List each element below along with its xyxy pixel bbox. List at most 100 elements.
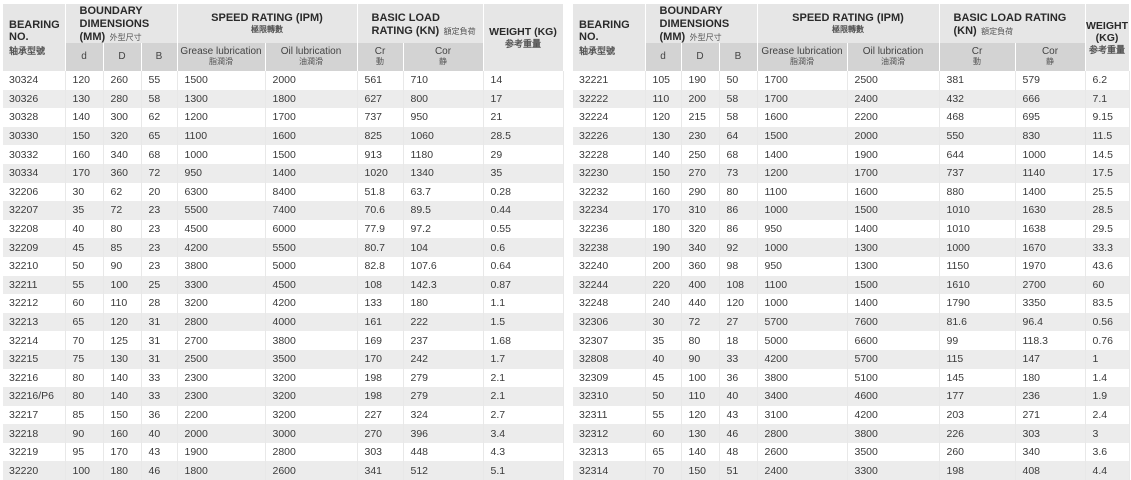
d-cell: 80 [65,368,104,388]
grease-speed-cell: 2400 [757,461,848,480]
table-row: 32219 95 170 43 1900 2800 303 448 4.3 [3,442,564,462]
bearing-no-cell: 32216/P6 [3,387,66,406]
oil-speed-cell: 1700 [265,108,358,127]
B-cell: 68 [719,145,758,164]
cr-cell: 51.8 [357,182,404,202]
B-cell: 27 [719,312,758,332]
weight-cell: 33.3 [1085,238,1130,257]
D-cell: 140 [681,442,720,462]
B-cell: 18 [719,331,758,350]
cor-cell: 303 [1015,424,1086,443]
cr-cell: 468 [939,108,1016,127]
oil-speed-cell: 3300 [847,461,940,480]
table-row: 32214 70 125 31 2700 3800 169 237 1.68 [3,331,564,350]
grease-lubrication-header: Grease lubrication 脂潤滑 [177,43,266,71]
weight-header: WEIGHT (KG) 参考重量 [1085,4,1130,71]
cor-cell: 104 [403,238,484,257]
basic-load-rating-header: BASIC LOAD RATING (KN) 額定負荷 [357,4,484,43]
grease-speed-cell: 1500 [757,126,848,146]
D-cell: 360 [681,256,720,276]
grease-speed-cell: 950 [757,219,848,239]
d-cell: 200 [645,256,682,276]
D-cell: 125 [103,331,142,350]
oil-speed-cell: 5000 [265,256,358,276]
cor-cell: 142.3 [403,275,484,295]
B-cell: 50 [719,71,758,90]
cor-cell: 107.6 [403,256,484,276]
bearing-no-cell: 32222 [573,89,646,109]
cor-cell: 63.7 [403,182,484,202]
d-cell: 45 [65,238,104,257]
bearing-table-left: BEARING NO. 轴承型號 BOUNDARY DIMENSIONS (MM… [3,4,564,480]
grease-speed-cell: 1200 [757,163,848,183]
D-cell: 440 [681,294,720,313]
oil-lubrication-header: Oil lubrication 油潤滑 [265,43,358,71]
weight-cell: 6.2 [1085,71,1130,90]
bearing-no-header: BEARING NO. 轴承型號 [3,4,66,71]
weight-cell: 5.1 [483,461,564,480]
B-cell: 40 [141,424,178,443]
bearing-no-cell: 32307 [573,331,646,350]
cor-cell: 118.3 [1015,331,1086,350]
cr-cell: 627 [357,89,404,109]
cor-cell: 237 [403,331,484,350]
oil-lubrication-header: Oil lubrication 油潤滑 [847,43,940,71]
table-row: 30324 120 260 55 1500 2000 561 710 14 [3,71,564,90]
cor-cell: 666 [1015,89,1086,109]
cr-cell: 432 [939,89,1016,109]
cr-cell: 82.8 [357,256,404,276]
bearing-no-cell: 32206 [3,182,66,202]
d-cell: 160 [645,182,682,202]
B-cell: 31 [141,312,178,332]
grease-speed-cell: 4200 [757,349,848,369]
table-row: 32808 40 90 33 4200 5700 115 147 1 [573,349,1130,369]
weight-cell: 4.4 [1085,461,1130,480]
D-cell: 190 [681,71,720,90]
bearing-no-cell: 32312 [573,424,646,443]
cor-cell: 695 [1015,108,1086,127]
table-row: 32213 65 120 31 2800 4000 161 222 1.5 [3,312,564,332]
table-row: 30328 140 300 62 1200 1700 737 950 21 [3,108,564,127]
cor-cell: 2700 [1015,275,1086,295]
d-cell: 45 [645,368,682,388]
cr-cell: 1010 [939,201,1016,220]
oil-speed-cell: 4200 [265,294,358,313]
cr-cell: 260 [939,442,1016,462]
bearing-table-right-body: 32221 105 190 50 1700 2500 381 579 6.2 32222 110 20… [573,71,1130,480]
table-row: 32222 110 200 58 1700 2400 432 666 7.1 [573,89,1130,109]
oil-speed-cell: 8400 [265,182,358,202]
B-cell: 40 [719,387,758,406]
oil-speed-cell: 3200 [265,405,358,425]
oil-speed-cell: 3500 [265,349,358,369]
D-cell: 150 [681,461,720,480]
oil-speed-cell: 1400 [847,294,940,313]
oil-speed-cell: 1300 [847,238,940,257]
cr-cell: 270 [357,424,404,443]
oil-speed-cell: 4200 [847,405,940,425]
cor-cell: 147 [1015,349,1086,369]
cor-cell: 1180 [403,145,484,164]
grease-speed-cell: 1400 [757,145,848,164]
weight-cell: 0.28 [483,182,564,202]
grease-speed-cell: 950 [757,256,848,276]
cor-cell: 1970 [1015,256,1086,276]
table-row: 32217 85 150 36 2200 3200 227 324 2.7 [3,405,564,425]
bearing-no-cell: 30326 [3,89,66,109]
cr-cell: 203 [939,405,1016,425]
table-row: 32212 60 110 28 3200 4200 133 180 1.1 [3,294,564,313]
B-cell: 58 [719,108,758,127]
weight-cell: 14.5 [1085,145,1130,164]
weight-cell: 83.5 [1085,294,1130,313]
d-cell: 150 [65,126,104,146]
cor-cell: 279 [403,368,484,388]
oil-speed-cell: 1300 [847,256,940,276]
cr-cell: 1000 [939,238,1016,257]
cr-cell: 550 [939,126,1016,146]
grease-speed-cell: 3800 [757,368,848,388]
col-D-header: D [103,43,142,71]
weight-cell: 17 [483,89,564,109]
weight-cell: 1.9 [1085,387,1130,406]
B-cell: 33 [719,349,758,369]
cor-cell: 96.4 [1015,312,1086,332]
weight-cell: 0.76 [1085,331,1130,350]
